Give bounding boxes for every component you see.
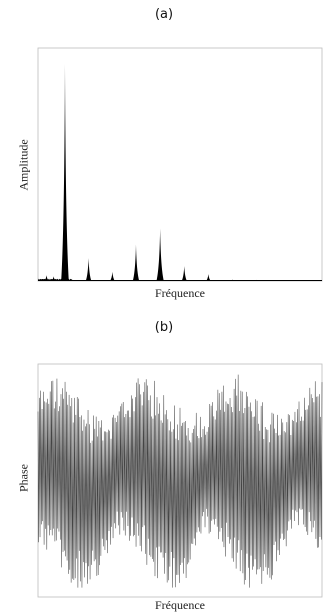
phase-y-axis-label: Phase bbox=[16, 464, 31, 492]
amplitude-peak-11 bbox=[254, 279, 259, 281]
panel-label-b: (b) bbox=[154, 320, 174, 335]
phase-series bbox=[37, 374, 323, 588]
amplitude-plot-frame bbox=[37, 47, 323, 282]
amplitude-peak-6 bbox=[132, 244, 140, 281]
amplitude-peak-1 bbox=[44, 275, 49, 281]
amplitude-peak-10 bbox=[230, 279, 235, 281]
phase-series-line bbox=[37, 374, 323, 588]
amplitude-peak-2 bbox=[51, 276, 56, 281]
amplitude-peak-12 bbox=[278, 280, 284, 281]
amplitude-y-axis-label: Amplitude bbox=[16, 139, 31, 191]
amplitude-peak-8 bbox=[181, 266, 187, 281]
amplitude-peak-7 bbox=[156, 228, 164, 281]
amplitude-peak-5 bbox=[109, 271, 115, 281]
amplitude-peak-3 bbox=[61, 64, 69, 281]
amplitude-series bbox=[38, 64, 322, 281]
amplitude-peak-4 bbox=[85, 258, 92, 281]
amplitude-peak-9 bbox=[206, 274, 211, 281]
panel-label-a: (a) bbox=[154, 7, 174, 22]
phase-plot-frame bbox=[37, 363, 323, 598]
amplitude-x-axis-label: Fréquence bbox=[155, 286, 205, 300]
phase-x-axis-label: Fréquence bbox=[155, 598, 205, 612]
